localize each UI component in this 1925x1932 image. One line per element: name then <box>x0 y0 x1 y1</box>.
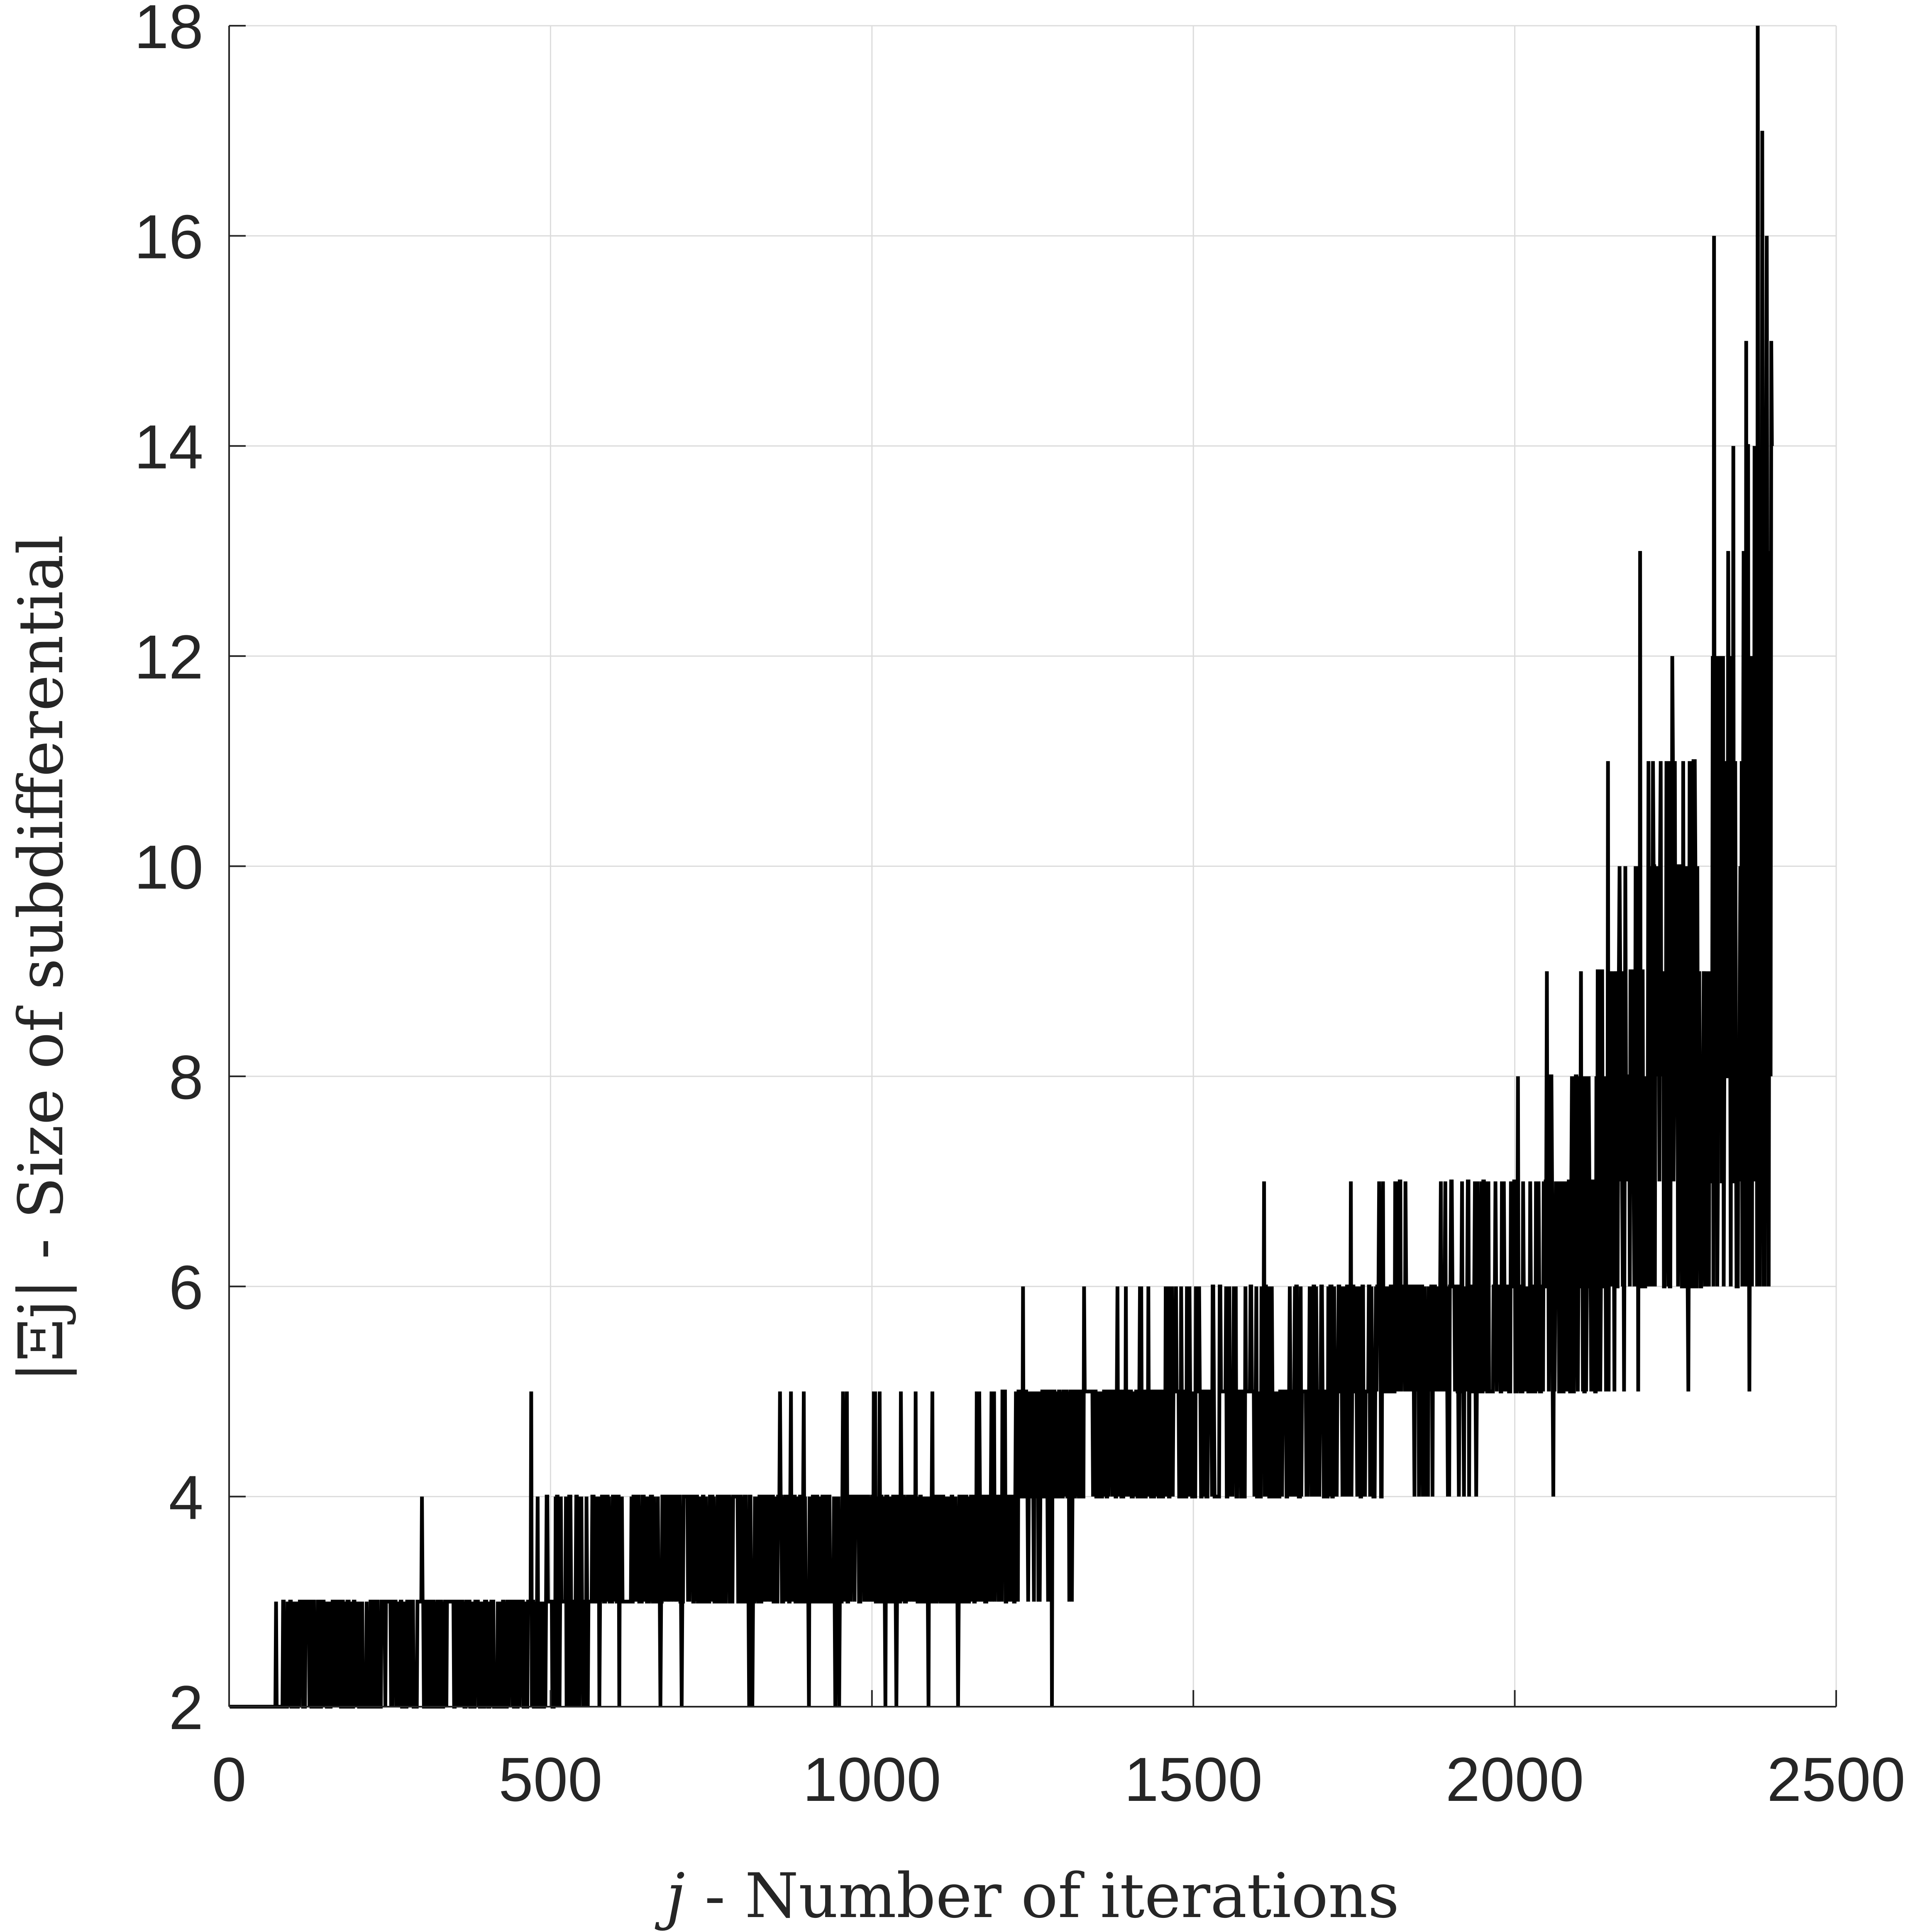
x-tick-label: 500 <box>498 1744 602 1814</box>
axes <box>228 25 1837 1708</box>
y-tick-labels: 2 4 6 8 10 12 14 16 18 <box>134 0 203 1742</box>
x-tick-label: 1000 <box>803 1744 941 1814</box>
x-axis-text: - Number of iterations <box>685 1860 1400 1932</box>
x-tick-label: 2000 <box>1446 1744 1584 1814</box>
series-line <box>230 25 1774 1709</box>
y-axis-symbol: |Ξj| <box>5 1279 77 1383</box>
grid <box>228 25 1837 1708</box>
y-tick-label: 8 <box>169 1042 203 1112</box>
x-tick-label: 1500 <box>1124 1744 1263 1814</box>
x-axis-label: j - Number of iterations <box>655 1860 1400 1932</box>
y-tick-label: 16 <box>134 202 203 271</box>
y-axis-text: - Size of subdifferential <box>5 535 77 1279</box>
x-tick-label: 2500 <box>1767 1744 1905 1814</box>
x-tick-label: 0 <box>212 1744 246 1814</box>
y-tick-label: 4 <box>169 1463 203 1532</box>
series-group <box>230 25 1774 1709</box>
y-tick-label: 10 <box>134 832 203 902</box>
y-tick-label: 2 <box>169 1673 203 1742</box>
y-tick-label: 18 <box>134 0 203 61</box>
x-tick-labels: 0 500 1000 1500 2000 2500 <box>212 1744 1905 1814</box>
y-tick-label: 14 <box>134 412 203 482</box>
y-tick-label: 6 <box>169 1252 203 1322</box>
y-tick-label: 12 <box>134 622 203 692</box>
y-axis-label: |Ξj| - Size of subdifferential <box>5 535 77 1383</box>
